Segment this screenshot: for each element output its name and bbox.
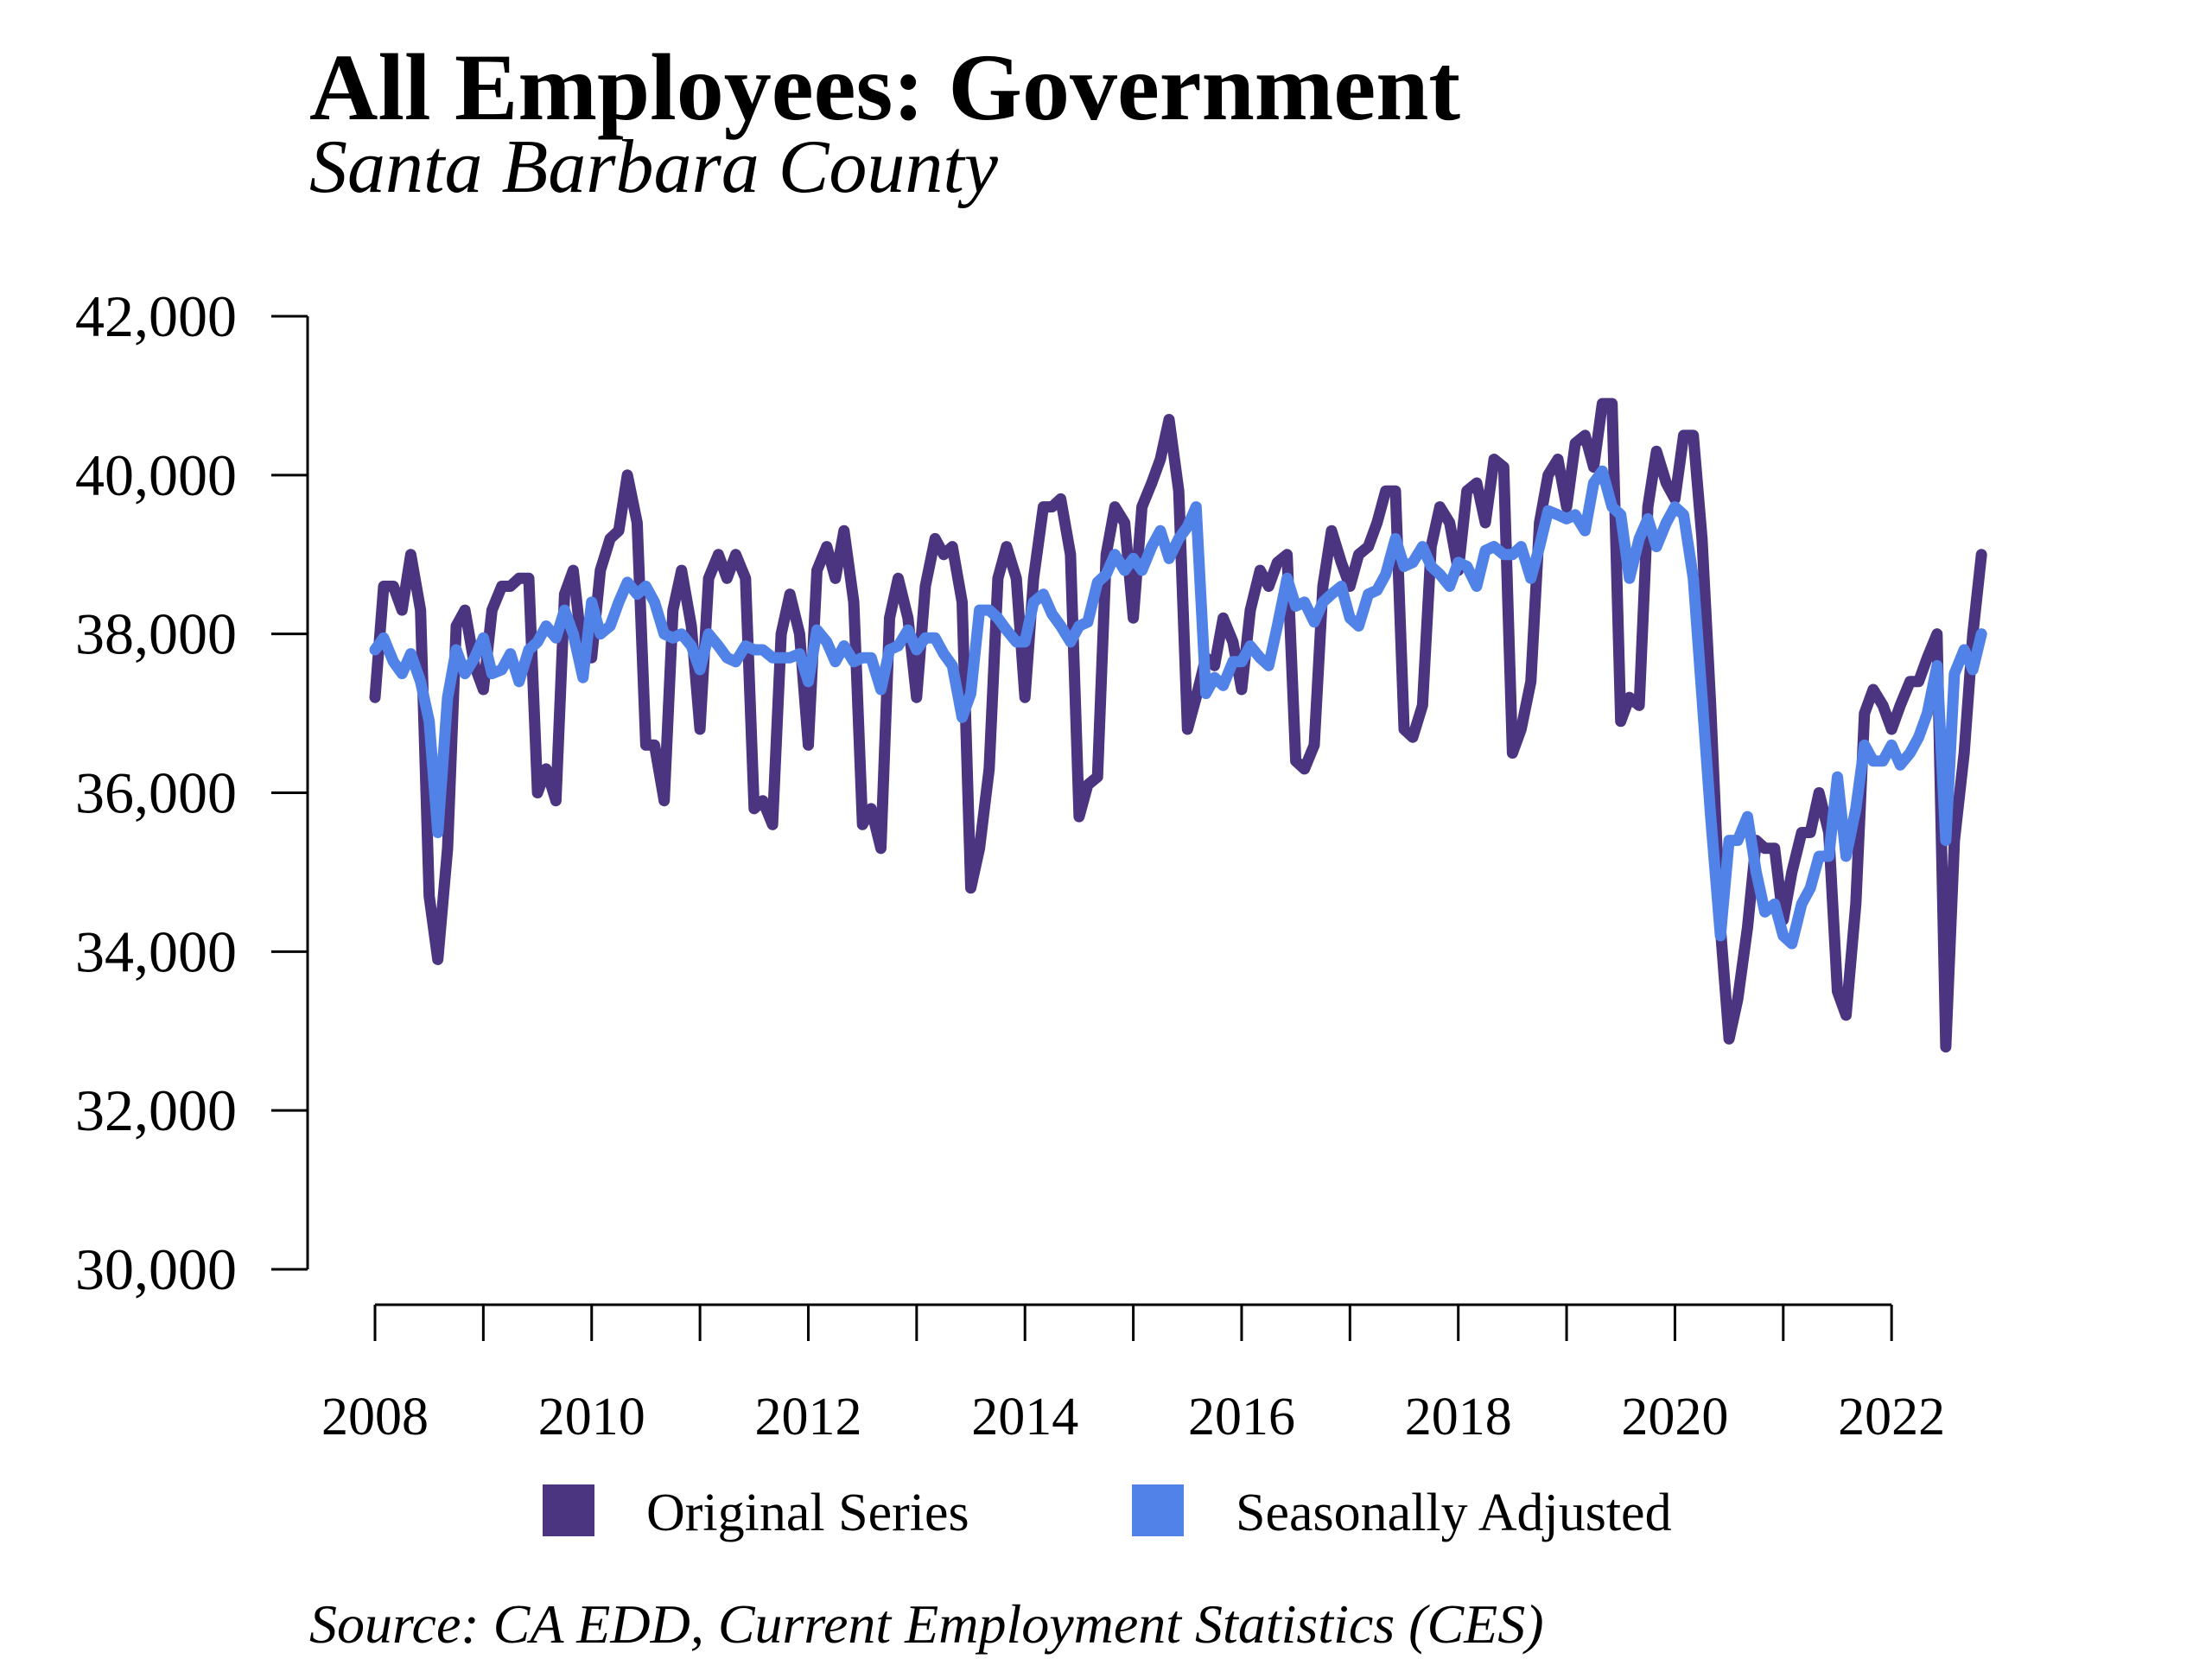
legend-swatch-adjusted	[1132, 1484, 1184, 1536]
y-tick-label: 30,000	[75, 1236, 237, 1302]
x-tick-label: 2016	[1188, 1388, 1295, 1446]
x-tick-label: 2014	[971, 1388, 1078, 1446]
chart-title: All Employees: Government	[309, 35, 1461, 140]
x-tick-label: 2018	[1405, 1388, 1512, 1446]
x-tick-label: 2020	[1621, 1388, 1728, 1446]
y-tick-label: 38,000	[75, 601, 237, 667]
y-tick-label: 34,000	[75, 918, 237, 984]
legend-label-original: Original Series	[646, 1484, 969, 1542]
legend-label-adjusted: Seasonally Adjusted	[1236, 1484, 1672, 1542]
chart-subtitle: Santa Barbara County	[309, 125, 998, 209]
x-tick-label: 2012	[754, 1388, 861, 1446]
series-line-seasonally-adjusted	[369, 465, 1987, 950]
x-tick-label: 2008	[321, 1388, 429, 1446]
series-lines	[369, 397, 1987, 1053]
y-tick-label: 42,000	[75, 283, 237, 349]
series-line-original	[369, 397, 1987, 1053]
x-tick-label: 2022	[1838, 1388, 1945, 1446]
source-note: Source: CA EDD, Current Employment Stati…	[309, 1593, 1544, 1655]
y-tick-label: 36,000	[75, 760, 237, 826]
x-tick-label: 2010	[538, 1388, 645, 1446]
legend-swatch-original	[543, 1484, 594, 1536]
y-tick-label: 40,000	[75, 442, 237, 508]
axes: 30,000 32,000 34,000 36,000 38,000 40,000 42,0…	[75, 283, 1945, 1446]
y-tick-label: 32,000	[75, 1077, 237, 1143]
